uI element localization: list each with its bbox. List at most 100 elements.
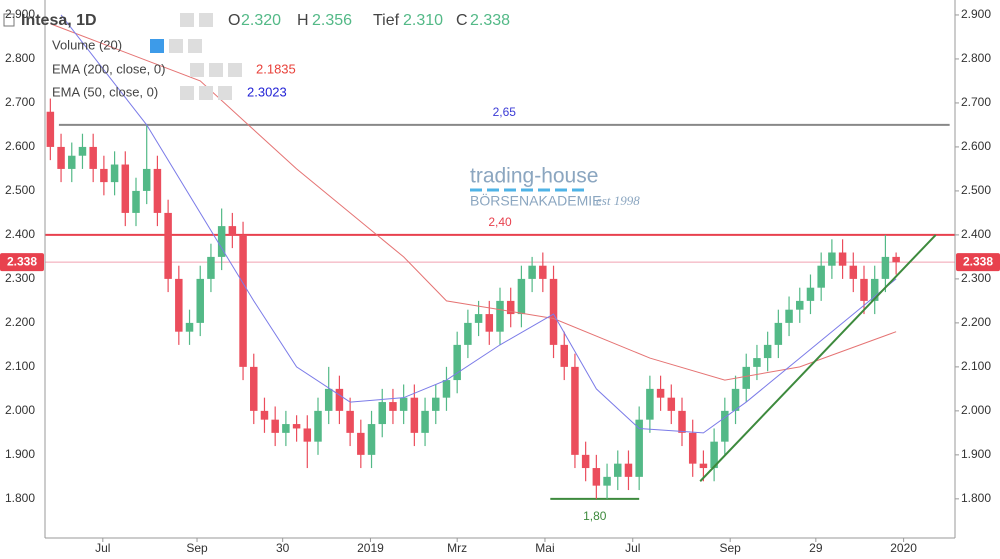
candle-body	[153, 168, 162, 213]
icon[interactable]	[150, 39, 164, 53]
candle-body	[228, 226, 237, 235]
x-tick-label: Jul	[95, 541, 110, 555]
candle-body	[367, 424, 376, 455]
candle-body	[46, 111, 55, 147]
price-tag-label: 2.338	[7, 254, 37, 268]
candle-body	[753, 358, 761, 367]
icon[interactable]	[169, 39, 183, 53]
candle-body	[517, 278, 526, 315]
legend: Intesa, 1D O 2.320 H 2.356 Tief 2.310 C …	[3, 12, 510, 100]
candle-body	[785, 309, 793, 323]
x-tick-label: 30	[276, 541, 290, 555]
y-tick-label: 2.700	[961, 95, 991, 109]
y-tick-label: 2.700	[5, 95, 35, 109]
icon[interactable]	[218, 86, 232, 100]
indicator-value: 2.1835	[256, 61, 296, 76]
icon[interactable]	[199, 13, 213, 27]
candle-body	[849, 265, 858, 279]
level-label: 2,40	[488, 215, 512, 229]
candle-body	[774, 322, 783, 345]
icon[interactable]	[199, 86, 213, 100]
candle-body	[378, 402, 386, 425]
candle-body	[207, 256, 215, 279]
candle-body	[421, 410, 429, 433]
y-tick-label: 2.400	[5, 227, 35, 241]
candle-body	[592, 468, 601, 486]
candle-body	[656, 388, 665, 398]
candle-body	[731, 388, 740, 411]
candle-body	[614, 463, 622, 477]
candle-body	[68, 155, 76, 169]
candle-body	[335, 388, 344, 411]
candle-body	[292, 424, 301, 429]
candle-body	[314, 410, 322, 442]
ohlc-value: 2.356	[312, 12, 352, 29]
candle-body	[838, 252, 847, 266]
candle-body	[100, 168, 108, 183]
y-tick-label: 1.800	[5, 491, 35, 505]
candle-body	[806, 287, 815, 301]
x-tick-label: Mrz	[447, 541, 467, 555]
candle-body	[560, 344, 568, 367]
ohlc-key: O	[228, 12, 240, 29]
candle-body	[763, 344, 772, 359]
candle-body	[892, 256, 900, 263]
indicator-name: Volume (20)	[52, 37, 122, 52]
candle-body	[796, 300, 804, 310]
icon[interactable]	[188, 39, 202, 53]
icon[interactable]	[190, 63, 204, 77]
candle-body	[110, 164, 119, 183]
candle-body	[828, 252, 836, 266]
level-label: 2,65	[493, 105, 517, 119]
candle-body	[860, 278, 868, 301]
candle-body	[432, 397, 440, 411]
candle-body	[185, 322, 194, 332]
icon[interactable]	[209, 63, 223, 77]
price-tag	[0, 253, 44, 272]
icon[interactable]	[180, 86, 194, 100]
candle-body	[817, 265, 825, 288]
x-tick-label: 2019	[357, 541, 384, 555]
ema-line	[50, 23, 897, 381]
candle-body	[57, 146, 65, 169]
candle-body	[217, 226, 226, 257]
y-tick-label: 1.900	[961, 447, 991, 461]
candle-body	[881, 256, 890, 279]
watermark-note: est 1998	[596, 193, 640, 208]
y-tick-label: 1.900	[5, 447, 35, 461]
candle-body	[496, 300, 504, 332]
candle-body	[196, 278, 204, 323]
candle-body	[870, 278, 879, 301]
candle-body	[710, 441, 718, 469]
y-tick-label: 2.400	[961, 227, 991, 241]
y-tick-label: 2.900	[5, 7, 35, 21]
price-tag	[956, 253, 1000, 272]
icon[interactable]	[228, 63, 242, 77]
y-tick-label: 2.800	[961, 51, 991, 65]
candle-body	[485, 314, 494, 332]
icon[interactable]	[180, 13, 194, 27]
candle-body	[250, 366, 258, 411]
candle-body	[603, 476, 611, 486]
candle-body	[132, 190, 140, 213]
y-tick-label: 1.800	[961, 491, 991, 505]
ohlc-value: 2.338	[470, 12, 510, 29]
y-tick-label: 2.600	[5, 139, 35, 153]
ohlc-key: Tief	[373, 12, 400, 29]
y-tick-label: 2.900	[961, 7, 991, 21]
ema-line	[60, 14, 897, 434]
price-tag-label: 2.338	[963, 254, 993, 268]
candle-body	[474, 314, 483, 323]
icon[interactable]	[3, 13, 15, 27]
ohlc-key: H	[297, 12, 309, 29]
x-tick-label: 2020	[890, 541, 917, 555]
watermark: trading-house BÖRSENAKADEMIE est 1998	[470, 165, 640, 209]
trendline	[699, 234, 937, 482]
candle-body	[142, 168, 151, 191]
indicator-name: EMA (50, close, 0)	[52, 84, 158, 99]
candle-body	[581, 454, 590, 469]
candle-body	[667, 397, 676, 411]
candle-body	[678, 410, 686, 433]
